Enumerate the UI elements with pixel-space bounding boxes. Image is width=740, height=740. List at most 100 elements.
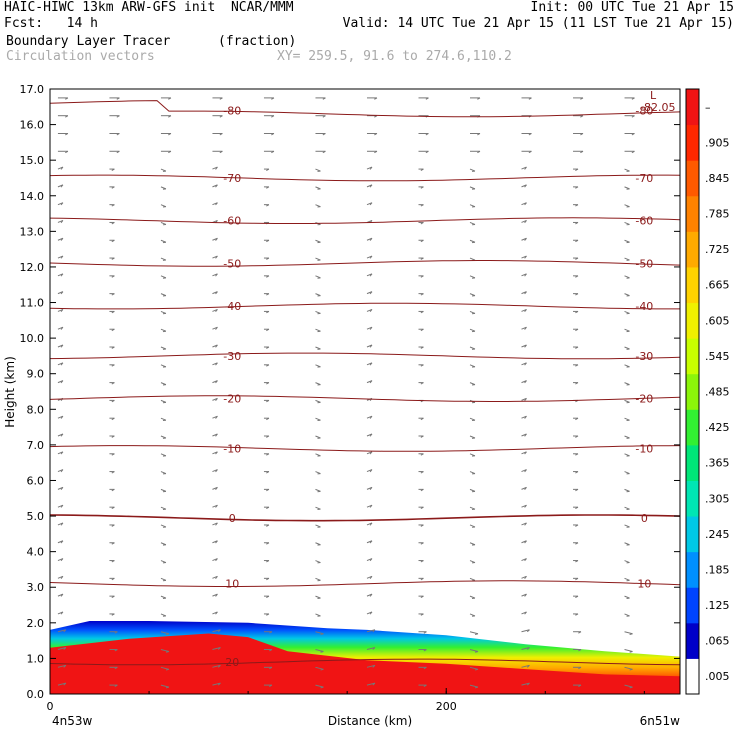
y-tick-label: 11.0 xyxy=(20,297,45,310)
colorbar-label: .245 xyxy=(705,528,730,541)
circulation-vector xyxy=(160,684,170,688)
circulation-vector xyxy=(212,629,221,633)
isotherm-label: 10 xyxy=(637,578,651,591)
vector-head xyxy=(524,326,527,330)
vector-head xyxy=(629,668,633,671)
circulation-vector xyxy=(315,631,324,635)
vector-head xyxy=(575,239,579,243)
vector-head xyxy=(215,380,218,384)
vector-head xyxy=(168,115,172,118)
vector-head xyxy=(420,471,424,474)
vector-head xyxy=(266,346,270,349)
vector-head xyxy=(111,222,115,225)
vector-head xyxy=(320,668,324,671)
circulation-vector xyxy=(366,629,376,633)
vector-head xyxy=(423,649,427,652)
vector-head xyxy=(578,684,582,687)
circulation-vector xyxy=(624,684,633,688)
vector-head xyxy=(524,487,527,490)
circulation-vector xyxy=(57,629,67,633)
vector-head xyxy=(60,433,64,437)
colorbar-swatch xyxy=(686,338,699,375)
colorbar-swatch xyxy=(686,124,699,161)
vector-head xyxy=(425,150,429,154)
vector-head xyxy=(580,115,584,118)
valid-time: Valid: 14 UTC Tue 21 Apr 15 (11 LST Tue … xyxy=(342,16,734,31)
vector-head xyxy=(111,275,115,278)
plot-frame xyxy=(49,88,681,695)
vector-head xyxy=(425,97,429,100)
vector-head xyxy=(524,184,527,188)
circulation-vector xyxy=(624,631,633,635)
contour-min-value: -82.05 xyxy=(640,101,675,114)
vector-head xyxy=(215,344,218,348)
y-tick-label: 6.0 xyxy=(27,474,45,487)
vector-head xyxy=(420,453,424,456)
vector-head xyxy=(215,184,218,188)
vector-head xyxy=(116,133,120,136)
colorbar-swatch xyxy=(686,444,699,481)
vector-head xyxy=(215,166,218,170)
vector-head xyxy=(528,133,532,136)
isotherm-label: 10 xyxy=(225,578,239,591)
y-tick-label: 9.0 xyxy=(27,368,45,381)
colorbar-swatch xyxy=(686,266,699,304)
vector-head xyxy=(420,239,424,243)
isotherm-label: 0 xyxy=(641,512,648,525)
vector-head xyxy=(575,275,579,278)
vector-head xyxy=(215,558,218,562)
vector-head xyxy=(420,560,424,563)
vector-head xyxy=(477,133,481,136)
vector-head xyxy=(528,150,532,154)
isotherm-label: -60 xyxy=(223,215,241,228)
y-tick-label: 15.0 xyxy=(20,154,45,167)
vector-head xyxy=(372,682,376,686)
vector-head xyxy=(65,133,69,136)
y-tick-label: 17.0 xyxy=(20,83,45,96)
isotherm-label: -40 xyxy=(223,300,241,313)
vector-head xyxy=(266,399,270,403)
y-tick-label: 4.0 xyxy=(27,546,45,559)
vector-head xyxy=(420,542,424,545)
vector-head xyxy=(111,471,115,474)
vector-head xyxy=(215,273,218,277)
vector-head xyxy=(420,275,424,278)
vector-head xyxy=(266,168,270,171)
vector-head xyxy=(528,97,532,100)
vector-head xyxy=(575,257,579,260)
circulation-vector xyxy=(521,682,530,686)
y-tick-label: 1.0 xyxy=(27,652,45,665)
vector-head xyxy=(269,684,273,687)
x-start-label: 4n53w xyxy=(52,714,93,728)
colorbar-swatch xyxy=(686,480,699,517)
colorbar-swatch xyxy=(686,195,699,232)
isotherm-label-layer: -80 -80 -70 -70 -60 -60 -50 -50 -40 -40 -30 -30 -20 -… xyxy=(223,104,653,669)
vector-head xyxy=(111,595,115,599)
vector-head xyxy=(116,97,120,100)
vector-head xyxy=(215,415,218,419)
vector-head xyxy=(524,362,527,366)
colorbar-swatch xyxy=(686,587,699,624)
x-axis-label: Distance (km) xyxy=(328,714,412,728)
vector-head xyxy=(116,115,120,118)
circulation-vector xyxy=(212,647,221,650)
vector-head xyxy=(60,344,64,348)
vector-head xyxy=(266,435,270,438)
vector-head xyxy=(575,542,579,545)
vector-head xyxy=(575,453,579,456)
vector-head xyxy=(575,382,579,385)
vector-head xyxy=(168,133,172,136)
y-tick-label: 5.0 xyxy=(27,510,45,523)
xy-info: XY= 259.5, 91.6 to 274.6,110.2 xyxy=(277,49,512,64)
vector-head xyxy=(372,647,376,650)
vector-head xyxy=(111,186,115,189)
circulation-vector xyxy=(521,647,530,650)
vector-head xyxy=(111,453,115,456)
colorbar-frame xyxy=(685,88,700,695)
isotherm-label: -50 xyxy=(635,257,653,270)
circulation-vector xyxy=(624,649,633,652)
isotherm-10 xyxy=(50,580,680,587)
vector-head xyxy=(111,293,115,296)
vector-head xyxy=(322,115,326,118)
vector-head xyxy=(266,542,270,545)
